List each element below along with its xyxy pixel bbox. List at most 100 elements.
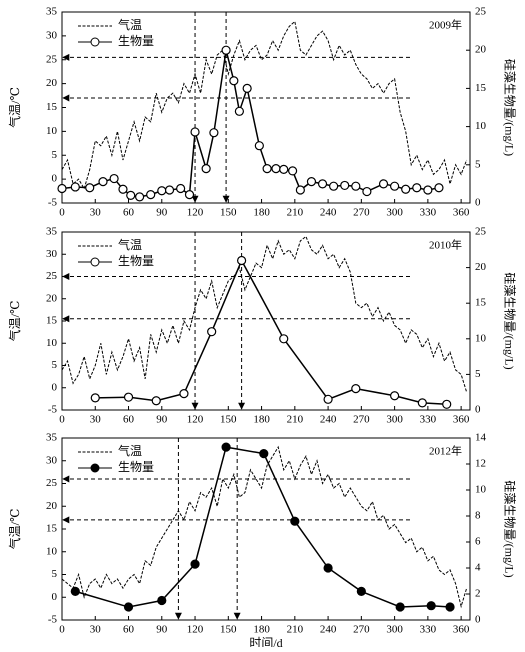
temperature-line [61,235,468,393]
biomass-point [184,189,195,200]
biomass-point [434,183,444,193]
y-tick-label: 0 [52,381,58,393]
x-tick-label: 360 [453,207,470,219]
x-tick-label: 0 [59,624,65,636]
x-tick-label: 150 [220,414,237,426]
legend-label: 气温 [118,443,142,458]
x-tick-label: 120 [187,624,204,636]
biomass-point [356,586,366,597]
x-tick-label: 0 [59,414,65,426]
y2-tick-label: 0 [475,197,481,209]
x-tick-label: 60 [123,207,135,219]
biomass-point [423,185,433,195]
biomass-point [290,516,300,526]
y2-tick-label: 6 [475,536,481,548]
x-tick-label: 150 [220,624,237,636]
biomass-point [306,177,317,187]
x-axis-label: 时间/d [249,636,282,647]
y-tick-label: 10 [46,545,58,557]
x-tick-label: 90 [156,207,168,219]
x-tick-label: 300 [386,207,403,219]
x-tick-label: 30 [90,624,102,636]
y-tick-label: 35 [46,6,58,18]
biomass-point [221,442,231,452]
y-tick-label: 15 [46,315,58,327]
x-tick-label: 180 [253,207,270,219]
biomass-point [259,449,269,459]
x-tick-label: 360 [453,414,470,426]
x-tick-label: 120 [187,414,204,426]
legend-swatch [90,463,100,473]
biomass-point [207,327,217,337]
x-tick-label: 240 [320,414,337,426]
y-tick-label: 15 [46,523,58,535]
y2-tick-label: 2 [475,588,481,600]
biomass-point [123,602,134,612]
x-tick-label: 120 [187,207,204,219]
y-tick-label: 25 [46,53,58,65]
y-axis-label: 气温/℃ [7,301,22,342]
x-tick-label: 60 [123,414,135,426]
legend-swatch [90,37,100,47]
biomass-point [123,392,134,402]
biomass-point [90,393,100,403]
y-tick-label: 0 [52,173,58,185]
y-axis-label: 气温/℃ [7,509,22,550]
y-tick-label: 35 [46,432,58,444]
x-tick-label: 180 [253,624,270,636]
y2-tick-label: 20 [475,261,487,273]
biomass-point [201,164,211,174]
x-tick-label: 270 [353,207,370,219]
x-tick-label: 330 [420,624,437,636]
biomass-point [176,183,186,194]
biomass-point [234,106,244,116]
y-axis-label: 气温/℃ [7,87,22,128]
y2-tick-label: 14 [475,432,487,444]
biomass-point [390,391,400,401]
y2-tick-label: 10 [475,484,487,496]
biomass-point [378,179,389,189]
y-tick-label: 0 [52,591,58,603]
x-tick-label: 60 [123,624,135,636]
biomass-point [254,141,264,151]
biomass-point [229,76,239,86]
legend-swatch [90,257,100,267]
x-tick-label: 0 [59,207,65,219]
biomass-point [279,334,289,344]
biomass-point [323,563,333,573]
biomass-point [340,180,350,191]
x-tick-label: 330 [420,414,437,426]
legend-label: 气温 [118,237,142,252]
x-tick-label: 240 [320,207,337,219]
biomass-point [70,182,80,192]
y2-tick-label: 15 [475,297,487,309]
biomass-point [242,83,252,94]
y2-tick-label: 20 [475,44,487,56]
y-tick-label: 5 [52,359,58,371]
temperature-line [61,20,468,190]
biomass-line [61,50,440,198]
biomass-point [126,190,136,200]
y-tick-label: -5 [48,614,58,626]
biomass-point [412,183,422,193]
biomass-point [445,602,455,612]
y2-tick-label: 25 [475,6,487,18]
y2-axis-label: 硅藻生物量/(mg/L) [502,480,516,577]
biomass-point [271,164,281,174]
x-tick-label: 180 [253,414,270,426]
biomass-point [70,586,80,597]
x-tick-label: 30 [90,207,102,219]
y-tick-label: 35 [46,226,58,238]
biomass-point [317,179,328,189]
biomass-point [329,181,339,191]
biomass-line [75,446,451,608]
y-tick-label: 5 [52,149,58,161]
legend-label: 气温 [118,17,142,32]
y-tick-label: 10 [46,337,58,349]
x-tick-label: 270 [353,624,370,636]
y2-tick-label: 25 [475,226,487,238]
y2-tick-label: 12 [475,458,486,470]
year-label: 2012年 [429,444,462,458]
biomass-point [209,128,219,138]
biomass-point [417,398,427,408]
